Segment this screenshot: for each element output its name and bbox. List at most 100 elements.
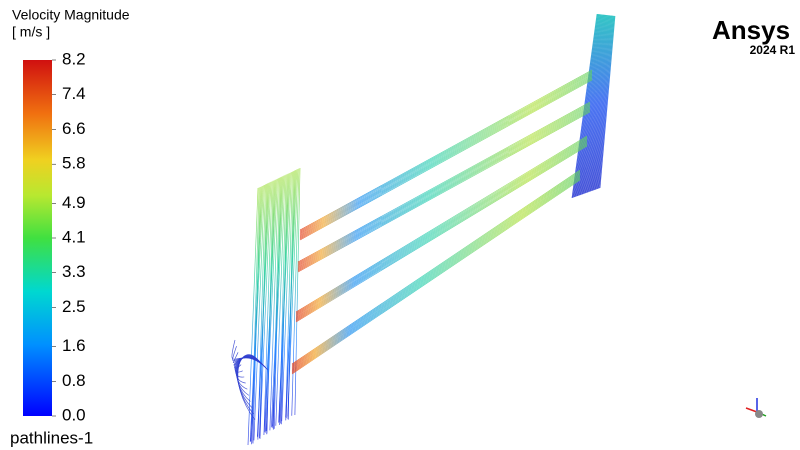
pathline — [272, 175, 285, 427]
pathline — [297, 101, 591, 263]
pathline — [295, 142, 588, 319]
pathline — [299, 69, 593, 231]
pathline — [263, 179, 277, 432]
pathline — [291, 172, 581, 367]
pathline — [592, 15, 611, 191]
pathline — [291, 170, 581, 366]
pathline — [595, 15, 613, 190]
pathline — [295, 138, 588, 315]
pathline — [596, 15, 614, 190]
pathline — [269, 178, 279, 431]
axis-triad — [745, 398, 767, 418]
pathline — [295, 144, 588, 322]
pathline — [299, 74, 593, 235]
pathline — [291, 169, 581, 365]
pathline — [583, 14, 605, 194]
colorbar-label: 2.5 — [62, 297, 86, 316]
colorbar-label: 3.3 — [62, 262, 86, 281]
pathline — [285, 169, 298, 418]
pathline — [598, 15, 615, 189]
pathline — [593, 15, 612, 191]
colorbar-label: 4.9 — [62, 193, 86, 212]
pathline — [263, 181, 273, 436]
brand-version: 2024 R1 — [750, 43, 796, 57]
colorbar-label: 5.8 — [62, 154, 86, 173]
pathline — [299, 76, 593, 238]
pathline — [291, 177, 581, 373]
pathline — [299, 73, 593, 234]
pathline — [249, 185, 263, 442]
object-name: pathlines-1 — [10, 428, 93, 447]
pathline — [590, 15, 610, 192]
pathline — [291, 179, 581, 375]
pathline — [597, 15, 614, 189]
pathline — [250, 185, 264, 442]
colorbar — [23, 60, 52, 416]
pathline — [599, 15, 616, 189]
colorbar-label: 0.8 — [62, 371, 86, 390]
pathline — [579, 14, 603, 196]
legend-unit: [ m/s ] — [12, 24, 50, 40]
pathline — [231, 339, 269, 371]
pathline — [287, 169, 299, 417]
pathline — [253, 184, 265, 441]
pathline — [297, 106, 591, 267]
pathline — [594, 15, 613, 190]
pathline — [281, 172, 292, 422]
pathline — [257, 182, 271, 437]
pathline — [591, 15, 610, 192]
pathline — [573, 14, 599, 198]
pathline — [299, 77, 593, 239]
colorbar-label: 4.1 — [62, 227, 86, 246]
pathline — [574, 14, 600, 198]
pathline — [588, 15, 608, 193]
pathline — [297, 107, 591, 268]
pathline — [299, 75, 593, 236]
pathline — [294, 167, 301, 416]
pathline — [580, 14, 603, 195]
pathline — [265, 178, 278, 432]
pathline — [295, 141, 588, 318]
pathline — [295, 145, 588, 323]
colorbar-label: 0.0 — [62, 405, 86, 424]
pathline — [259, 181, 272, 436]
pathline — [295, 139, 588, 316]
pathline — [291, 178, 581, 374]
pathline — [586, 15, 608, 193]
colorbar-label: 8.2 — [62, 49, 86, 68]
pathline — [297, 111, 591, 273]
pathline — [583, 14, 606, 194]
pathline — [275, 175, 286, 426]
pathline — [297, 103, 591, 265]
pathline — [585, 14, 607, 194]
pathline — [297, 105, 591, 266]
pathline — [295, 136, 588, 314]
pathline — [588, 15, 609, 192]
pathline — [584, 14, 606, 194]
pathline — [295, 140, 588, 317]
pathline — [271, 176, 284, 428]
pathline — [593, 15, 612, 191]
pathline — [589, 15, 609, 192]
colorbar-label: 1.6 — [62, 336, 86, 355]
pathline — [295, 135, 588, 313]
pathline — [247, 187, 259, 446]
pathline — [291, 174, 581, 369]
pathline — [587, 15, 608, 193]
brand-name: Ansys — [712, 15, 790, 45]
pathline — [299, 71, 593, 233]
pathline — [580, 14, 604, 195]
pathlines — [231, 13, 616, 446]
pathline — [297, 108, 591, 270]
pathline — [291, 176, 581, 371]
colorbar-label: 7.4 — [62, 84, 86, 103]
pathline — [578, 14, 602, 196]
pathline — [591, 15, 611, 191]
pathline — [278, 172, 291, 422]
legend-title: Velocity Magnitude — [12, 7, 130, 23]
pathline — [577, 14, 602, 196]
pathline — [299, 70, 593, 232]
pathline — [582, 14, 605, 195]
pathline — [586, 14, 607, 193]
